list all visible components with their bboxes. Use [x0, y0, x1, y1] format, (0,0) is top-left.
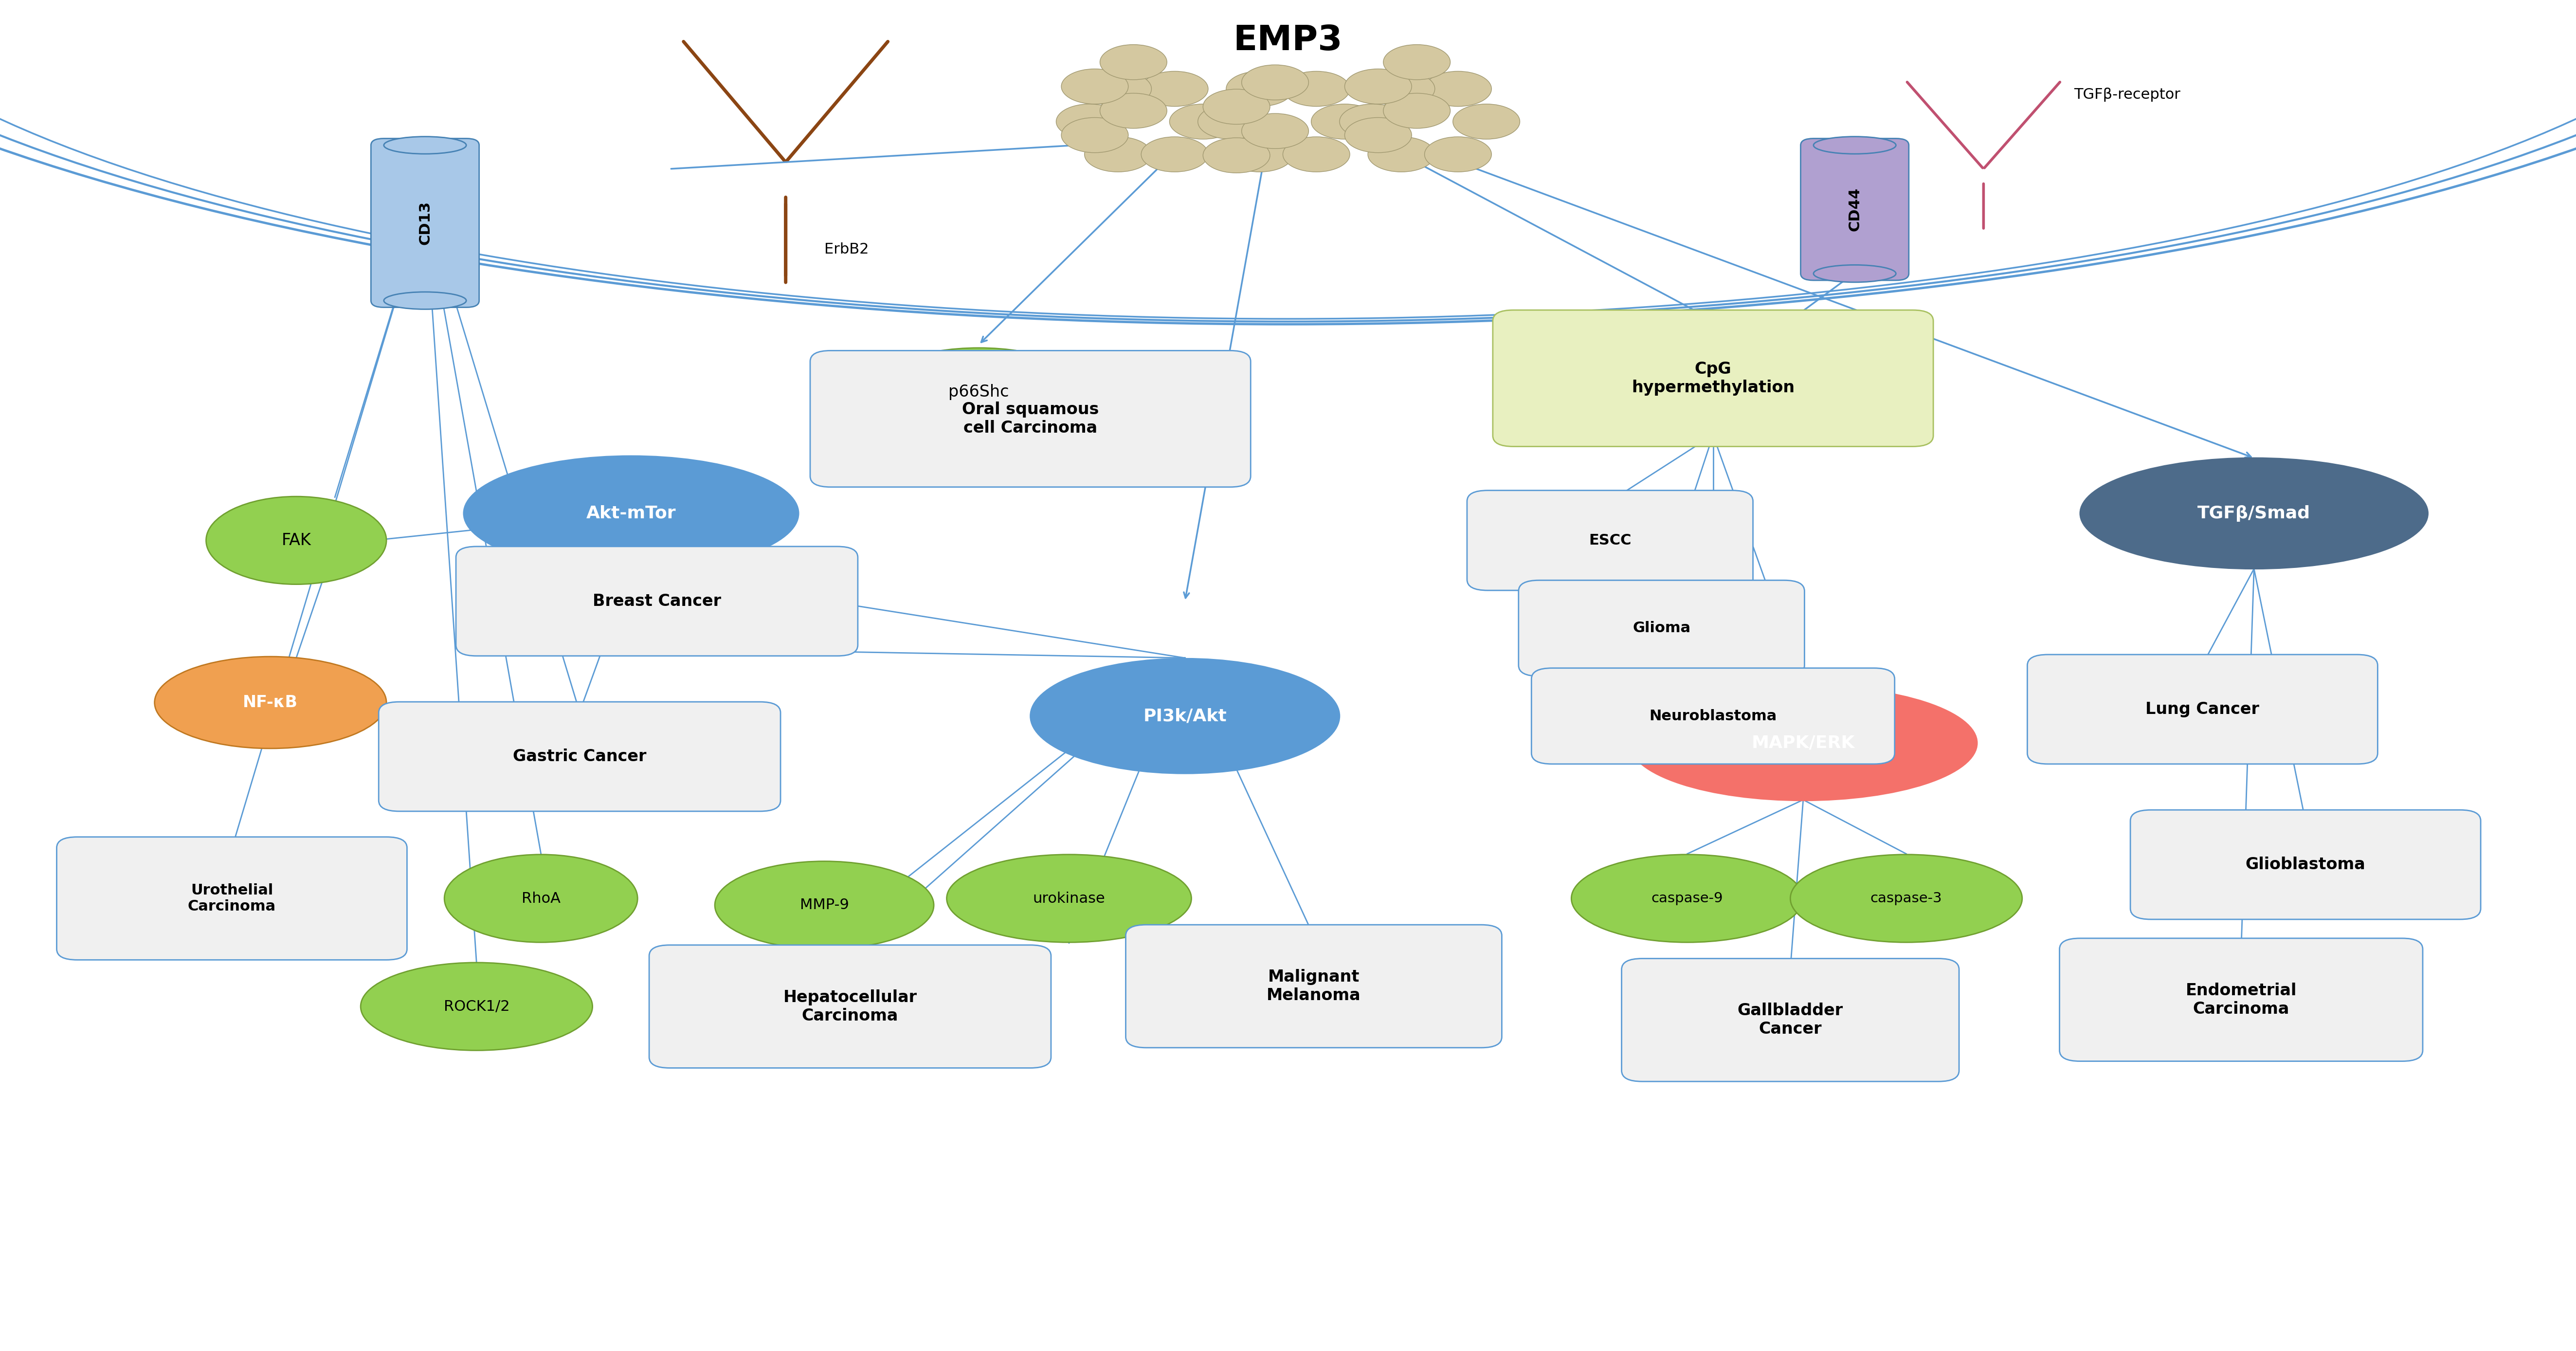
- Text: CD13: CD13: [417, 201, 433, 245]
- Text: Glioblastoma: Glioblastoma: [2246, 857, 2365, 873]
- FancyBboxPatch shape: [1520, 581, 1803, 676]
- Ellipse shape: [716, 862, 933, 948]
- FancyBboxPatch shape: [2061, 938, 2421, 1062]
- Text: CD44: CD44: [1847, 188, 1862, 231]
- Text: Urothelial
Carcinoma: Urothelial Carcinoma: [188, 884, 276, 913]
- Ellipse shape: [361, 962, 592, 1051]
- Circle shape: [1383, 93, 1450, 128]
- FancyBboxPatch shape: [1801, 139, 1909, 281]
- Circle shape: [1383, 45, 1450, 80]
- Text: Hepatocellular
Carcinoma: Hepatocellular Carcinoma: [783, 989, 917, 1024]
- Circle shape: [1345, 69, 1412, 104]
- Text: FAK: FAK: [281, 532, 312, 549]
- Circle shape: [1198, 104, 1265, 139]
- Circle shape: [1084, 72, 1151, 107]
- Ellipse shape: [155, 657, 386, 748]
- Circle shape: [1283, 136, 1350, 172]
- Text: urokinase: urokinase: [1033, 892, 1105, 905]
- Ellipse shape: [945, 855, 1190, 943]
- Ellipse shape: [384, 136, 466, 154]
- Circle shape: [1311, 104, 1378, 139]
- Text: TGFβ-receptor: TGFβ-receptor: [2074, 88, 2179, 101]
- Ellipse shape: [1790, 855, 2022, 943]
- FancyBboxPatch shape: [1530, 669, 1896, 765]
- Circle shape: [1453, 104, 1520, 139]
- Text: MMP-9: MMP-9: [799, 898, 850, 912]
- FancyBboxPatch shape: [1126, 925, 1502, 1048]
- FancyBboxPatch shape: [371, 139, 479, 308]
- Ellipse shape: [1030, 659, 1340, 773]
- FancyBboxPatch shape: [2130, 811, 2481, 919]
- Ellipse shape: [1571, 855, 1803, 943]
- FancyBboxPatch shape: [57, 836, 407, 959]
- Text: NF-κB: NF-κB: [242, 694, 299, 711]
- Circle shape: [1425, 136, 1492, 172]
- Text: Lung Cancer: Lung Cancer: [2146, 701, 2259, 717]
- Text: Endometrial
Carcinoma: Endometrial Carcinoma: [2184, 982, 2298, 1017]
- Circle shape: [1368, 136, 1435, 172]
- Circle shape: [1170, 104, 1236, 139]
- Circle shape: [1061, 69, 1128, 104]
- Circle shape: [1345, 118, 1412, 153]
- FancyBboxPatch shape: [649, 946, 1051, 1067]
- Text: Malignant
Melanoma: Malignant Melanoma: [1267, 969, 1360, 1004]
- Circle shape: [1226, 136, 1293, 172]
- Circle shape: [1425, 72, 1492, 107]
- Text: Glioma: Glioma: [1633, 621, 1690, 635]
- Ellipse shape: [1628, 685, 1978, 800]
- FancyBboxPatch shape: [1623, 959, 1958, 1081]
- Circle shape: [1242, 65, 1309, 100]
- Circle shape: [1340, 104, 1406, 139]
- Text: Gastric Cancer: Gastric Cancer: [513, 748, 647, 765]
- FancyBboxPatch shape: [2027, 655, 2378, 765]
- Ellipse shape: [2079, 458, 2427, 569]
- Circle shape: [1056, 104, 1123, 139]
- Circle shape: [1141, 72, 1208, 107]
- FancyBboxPatch shape: [809, 351, 1252, 488]
- Ellipse shape: [868, 349, 1087, 436]
- Circle shape: [1242, 113, 1309, 149]
- Circle shape: [1368, 72, 1435, 107]
- Text: TGFβ/Smad: TGFβ/Smad: [2197, 505, 2311, 521]
- Text: ROCK1/2: ROCK1/2: [443, 1000, 510, 1013]
- Ellipse shape: [443, 855, 639, 943]
- Circle shape: [1061, 118, 1128, 153]
- Ellipse shape: [384, 292, 466, 309]
- Text: caspase-9: caspase-9: [1651, 892, 1723, 905]
- Text: EMP3: EMP3: [1234, 24, 1342, 57]
- Ellipse shape: [206, 497, 386, 585]
- FancyBboxPatch shape: [1468, 490, 1752, 590]
- Text: caspase-3: caspase-3: [1870, 892, 1942, 905]
- Circle shape: [1203, 89, 1270, 124]
- Text: CpG
hypermethylation: CpG hypermethylation: [1631, 361, 1795, 396]
- Circle shape: [1141, 136, 1208, 172]
- Circle shape: [1226, 72, 1293, 107]
- Text: Gallbladder
Cancer: Gallbladder Cancer: [1736, 1002, 1844, 1038]
- Text: PI3k/Akt: PI3k/Akt: [1144, 708, 1226, 724]
- Circle shape: [1100, 93, 1167, 128]
- Circle shape: [1283, 72, 1350, 107]
- FancyBboxPatch shape: [379, 703, 781, 811]
- Text: ESCC: ESCC: [1589, 534, 1631, 547]
- Text: Breast Cancer: Breast Cancer: [592, 593, 721, 609]
- Ellipse shape: [464, 457, 799, 571]
- Circle shape: [1084, 136, 1151, 172]
- Text: MAPK/ERK: MAPK/ERK: [1752, 735, 1855, 751]
- Ellipse shape: [1814, 265, 1896, 282]
- Text: Akt-mTor: Akt-mTor: [587, 505, 675, 521]
- FancyBboxPatch shape: [456, 546, 858, 655]
- FancyBboxPatch shape: [1494, 311, 1932, 446]
- Circle shape: [1203, 138, 1270, 173]
- Ellipse shape: [1814, 136, 1896, 154]
- Text: ErbB2: ErbB2: [824, 243, 868, 257]
- Circle shape: [1100, 45, 1167, 80]
- Text: RhoA: RhoA: [520, 892, 562, 905]
- Text: p66Shc: p66Shc: [948, 384, 1010, 400]
- Text: Oral squamous
cell Carcinoma: Oral squamous cell Carcinoma: [961, 401, 1100, 436]
- Text: Neuroblastoma: Neuroblastoma: [1649, 709, 1777, 723]
